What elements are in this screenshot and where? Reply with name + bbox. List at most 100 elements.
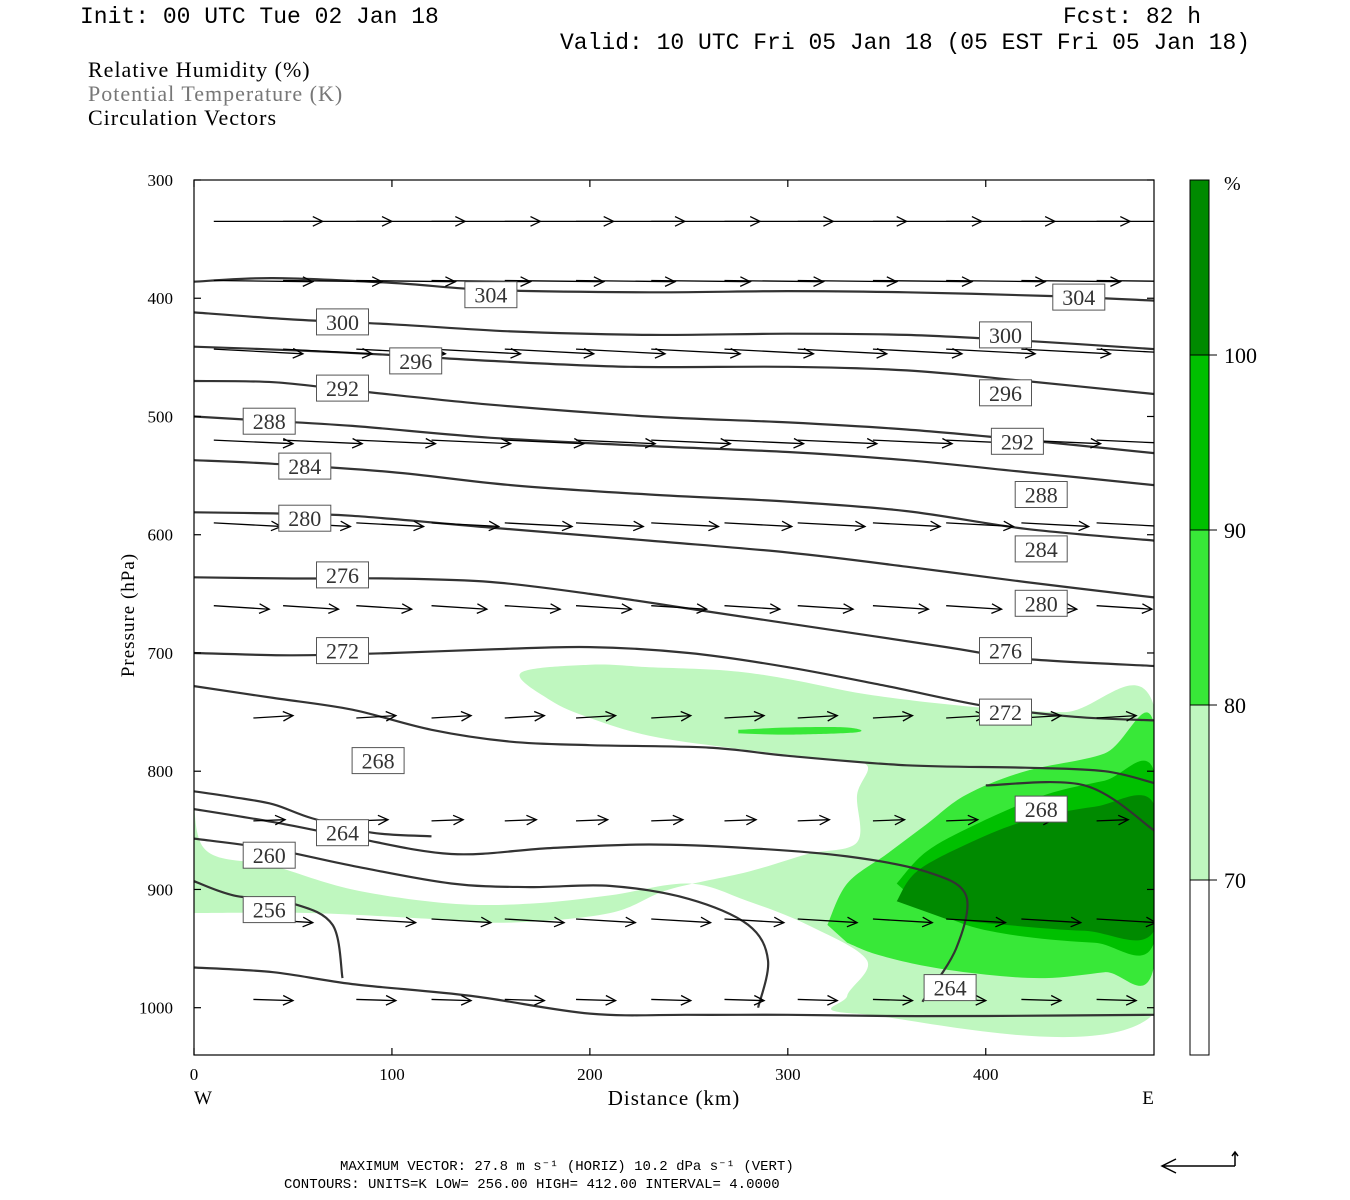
- contour-label: 260: [242, 841, 296, 869]
- circulation-vector: [431, 710, 473, 722]
- contour-label: 280: [1014, 589, 1068, 617]
- circulation-vector: [356, 710, 398, 722]
- contour-label: 264: [316, 819, 369, 847]
- colorbar-segment: [1190, 355, 1209, 530]
- circulation-vector: [1021, 916, 1083, 928]
- circulation-vector: [1021, 520, 1091, 532]
- circulation-vector: [797, 437, 879, 449]
- circulation-vector: [213, 437, 295, 449]
- colorbar-segment: [1190, 705, 1209, 880]
- svg-text:280: 280: [1025, 591, 1058, 616]
- svg-text:272: 272: [989, 700, 1022, 725]
- colorbar-tick-label: 80: [1224, 693, 1246, 718]
- circulation-vector: [797, 814, 831, 826]
- x-tick-label: 200: [577, 1065, 603, 1084]
- circulation-vector: [651, 347, 742, 359]
- circulation-vector: [872, 603, 930, 615]
- circulation-vector: [253, 710, 295, 722]
- legend-circulation-vectors: Circulation Vectors: [88, 105, 278, 130]
- circulation-vector: [576, 994, 618, 1006]
- circulation-vector: [1096, 603, 1154, 615]
- circulation-vector: [1096, 220, 1154, 223]
- circulation-vector: [576, 276, 677, 287]
- circulation-vector: [1096, 814, 1130, 826]
- svg-text:268: 268: [1025, 797, 1058, 822]
- contour-label: 300: [979, 321, 1032, 349]
- circulation-vector: [872, 520, 942, 532]
- svg-text:304: 304: [474, 283, 507, 308]
- circulation-vector: [872, 437, 954, 449]
- circulation-vector: [575, 916, 637, 928]
- contour-label: 276: [316, 561, 369, 589]
- y-tick-label: 700: [148, 644, 174, 663]
- forecast-hour: Fcst: 82 h: [1063, 4, 1202, 30]
- contour-label: 284: [1014, 535, 1068, 563]
- legend-potential-temperature: Potential Temperature (K): [88, 81, 344, 106]
- x-axis-label: Distance (km): [608, 1086, 741, 1110]
- circulation-vector: [575, 520, 645, 532]
- circulation-vector: [356, 437, 438, 449]
- circulation-vector: [253, 814, 287, 826]
- colorbar-tick-label: 90: [1224, 518, 1246, 543]
- circulation-vector: [724, 814, 758, 826]
- svg-text:296: 296: [399, 349, 432, 374]
- contour-label: 296: [979, 379, 1032, 407]
- circulation-vector: [946, 276, 1047, 287]
- colorbar-tick-label: 70: [1224, 868, 1246, 893]
- svg-text:276: 276: [989, 639, 1022, 664]
- circulation-vector: [431, 520, 501, 532]
- plot-frame: [193, 179, 1155, 1056]
- circulation-vector: [1096, 994, 1138, 1006]
- circulation-vector: [1096, 916, 1154, 928]
- legend-relative-humidity: Relative Humidity (%): [88, 57, 311, 82]
- circulation-vector: [283, 603, 340, 615]
- east-label: E: [1142, 1088, 1154, 1109]
- circulation-vector: [872, 814, 907, 826]
- circulation-vector: [575, 347, 667, 359]
- contour-label: 284: [278, 452, 332, 480]
- circulation-vector: [575, 710, 618, 722]
- contour-label: 272: [316, 637, 369, 665]
- circulation-vector: [872, 347, 964, 359]
- contour-label: 264: [923, 974, 977, 1002]
- y-tick-label: 400: [148, 289, 174, 308]
- circulation-vector: [504, 814, 538, 826]
- init-time: Init: 00 UTC Tue 02 Jan 18: [80, 4, 439, 30]
- reference-vector: [1160, 1150, 1239, 1174]
- y-tick-label: 500: [148, 407, 174, 426]
- svg-text:288: 288: [1025, 483, 1058, 508]
- contour-label: 280: [278, 504, 332, 532]
- circulation-vector: [651, 276, 752, 287]
- contour-label: 256: [242, 896, 296, 924]
- circulation-vector: [724, 916, 786, 928]
- circulation-vector: [797, 276, 899, 287]
- circulation-vector: [946, 520, 1016, 532]
- circulation-vector: [724, 276, 825, 287]
- svg-text:284: 284: [288, 454, 321, 479]
- circulation-vector: [797, 994, 839, 1006]
- svg-text:304: 304: [1062, 285, 1095, 310]
- valid-time: Valid: 10 UTC Fri 05 Jan 18 (05 EST Fri …: [560, 30, 1251, 56]
- contour-label: 296: [389, 347, 443, 375]
- contour-label: 288: [1014, 481, 1068, 508]
- contour-label: 276: [979, 637, 1032, 665]
- circulation-vector: [213, 276, 315, 287]
- isentrope-260-12: [194, 837, 770, 1008]
- circulation-vector: [651, 603, 709, 615]
- circulation-vector: [253, 994, 295, 1006]
- circulation-vector: [1096, 279, 1154, 282]
- x-tick-label: 0: [190, 1065, 199, 1084]
- circulation-vector: [872, 994, 914, 1006]
- circulation-vector: [651, 994, 693, 1006]
- circulation-vector: [1096, 348, 1154, 353]
- circulation-vector: [504, 520, 574, 532]
- svg-text:300: 300: [989, 323, 1022, 348]
- circulation-vector: [946, 916, 1007, 928]
- svg-text:284: 284: [1025, 537, 1058, 562]
- circulation-vector: [797, 520, 867, 532]
- circulation-vector: [1096, 439, 1154, 444]
- rh-region-80-2: [738, 727, 862, 735]
- circulation-vector: [575, 603, 633, 615]
- circulation-vector: [651, 814, 685, 826]
